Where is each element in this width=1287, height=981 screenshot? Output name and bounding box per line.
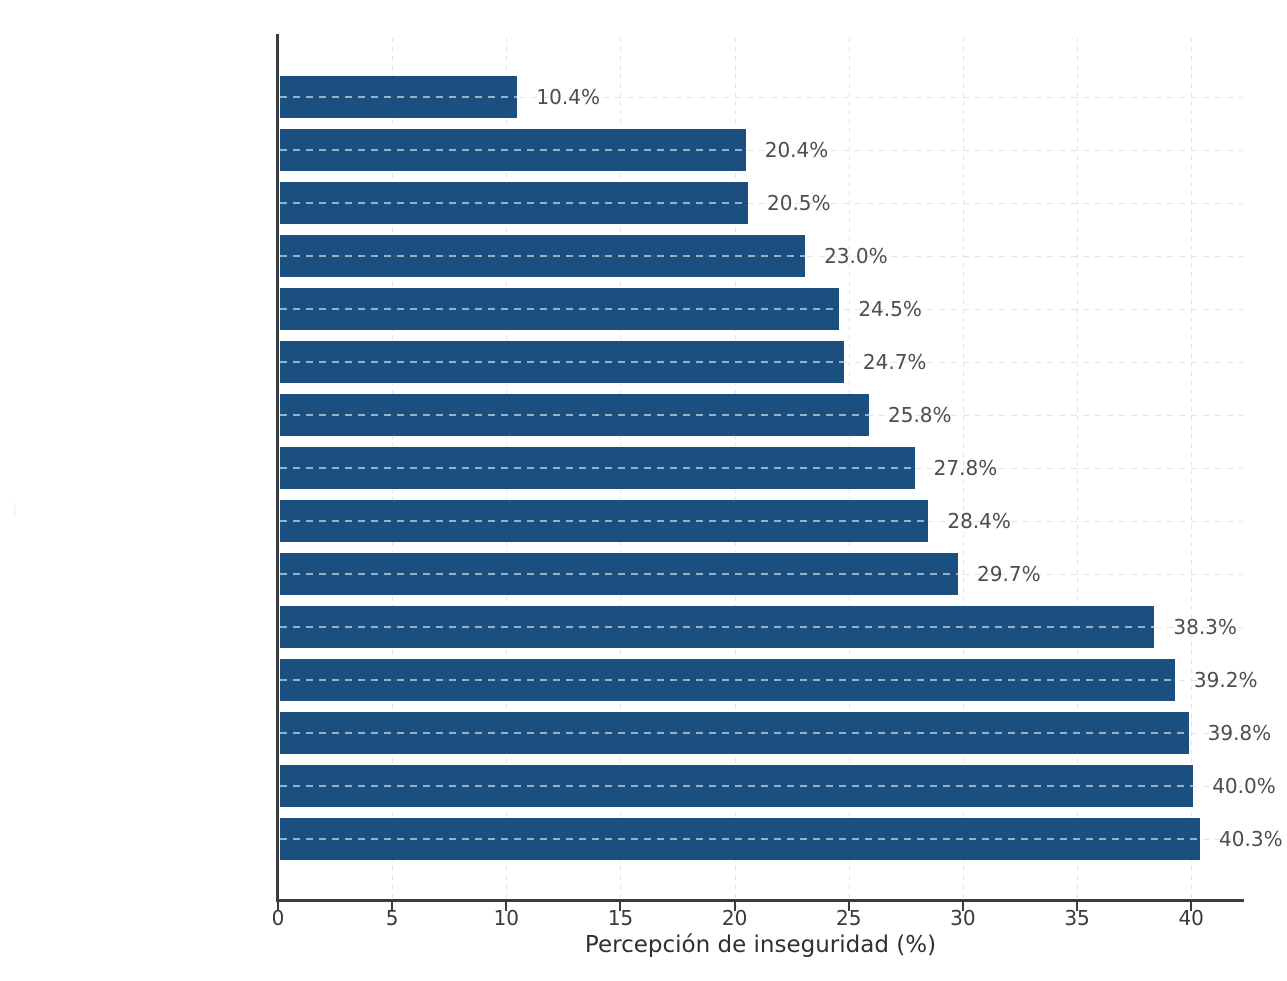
bar-value-label: 20.5% <box>767 191 831 215</box>
h-gridline <box>279 203 1243 204</box>
bar <box>280 553 959 595</box>
bar-value-label: 40.0% <box>1212 774 1276 798</box>
bar-center-dashline <box>280 202 748 204</box>
bar-value-label: 10.4% <box>536 85 600 109</box>
bar <box>280 447 915 489</box>
x-axis-spine <box>276 899 1244 902</box>
bar <box>280 394 869 436</box>
x-tick-label: 35 <box>1064 906 1090 930</box>
bar <box>280 712 1189 754</box>
bar-value-label: 38.3% <box>1173 615 1237 639</box>
bar <box>280 659 1175 701</box>
x-tick <box>733 902 736 911</box>
x-axis-title: Percepción de inseguridad (%) <box>584 932 937 958</box>
bar-center-dashline <box>280 308 840 310</box>
x-tick-label: 15 <box>607 906 634 930</box>
bar-center-dashline <box>280 520 929 522</box>
x-tick <box>847 902 850 911</box>
v-gridline <box>962 38 964 901</box>
faint-left-mark: ¦ <box>12 500 18 518</box>
bar-value-label: 39.8% <box>1207 721 1272 745</box>
bar <box>280 818 1201 860</box>
bar <box>280 182 748 224</box>
bar-center-dashline <box>280 732 1189 734</box>
h-gridline <box>279 150 1243 151</box>
y-axis-spine <box>276 34 279 902</box>
bar <box>280 288 840 330</box>
bar-center-dashline <box>280 467 915 469</box>
x-tick <box>1076 902 1079 911</box>
bar-center-dashline <box>280 255 806 257</box>
x-tick <box>277 902 279 911</box>
bar-value-label: 40.3% <box>1219 827 1283 851</box>
bar <box>280 341 844 383</box>
bar-value-label: 25.8% <box>888 403 952 427</box>
bar <box>280 606 1155 648</box>
bar-center-dashline <box>280 838 1201 840</box>
bar <box>280 765 1194 807</box>
v-gridline <box>1077 38 1079 901</box>
bar <box>280 235 806 277</box>
bar-center-dashline <box>280 679 1175 681</box>
x-tick <box>505 902 508 911</box>
x-tick-label: 20 <box>721 906 748 930</box>
v-gridline <box>1191 38 1193 901</box>
bar-value-label: 39.2% <box>1193 668 1258 692</box>
x-tick-label: 30 <box>950 906 976 930</box>
x-tick-label: 5 <box>385 906 399 930</box>
bar-center-dashline <box>280 626 1155 628</box>
bar-value-label: 20.4% <box>764 138 829 162</box>
bar-value-label: 27.8% <box>933 456 998 480</box>
bar <box>280 129 746 171</box>
x-tick-label: 25 <box>836 906 862 930</box>
plot-area: 10.4% 20.4% 20.5% 23.0% 24.5% 24.7% 25.8% 27.8%… <box>278 38 1283 901</box>
x-tick <box>961 902 964 911</box>
bar-center-dashline <box>280 149 746 151</box>
bar-value-label: 23.0% <box>824 244 888 268</box>
bar-center-dashline <box>280 573 959 575</box>
bar-value-label: 24.5% <box>858 297 922 321</box>
x-tick-label: 40 <box>1178 906 1204 930</box>
bar-center-dashline <box>280 361 844 363</box>
x-tick <box>1190 902 1193 911</box>
x-tick-label: 0 <box>271 906 285 930</box>
bar-value-label: 28.4% <box>947 509 1011 533</box>
bar-center-dashline <box>280 785 1194 787</box>
bar-value-label: 29.7% <box>977 562 1041 586</box>
bar-value-label: 24.7% <box>862 350 927 374</box>
x-tick <box>391 902 394 911</box>
x-tick <box>619 902 622 911</box>
x-tick-label: 10 <box>493 906 520 930</box>
bar <box>280 500 929 542</box>
bar-center-dashline <box>280 414 869 416</box>
bar-center-dashline <box>280 96 518 98</box>
bar <box>280 76 518 118</box>
h-gridline <box>279 97 1243 98</box>
